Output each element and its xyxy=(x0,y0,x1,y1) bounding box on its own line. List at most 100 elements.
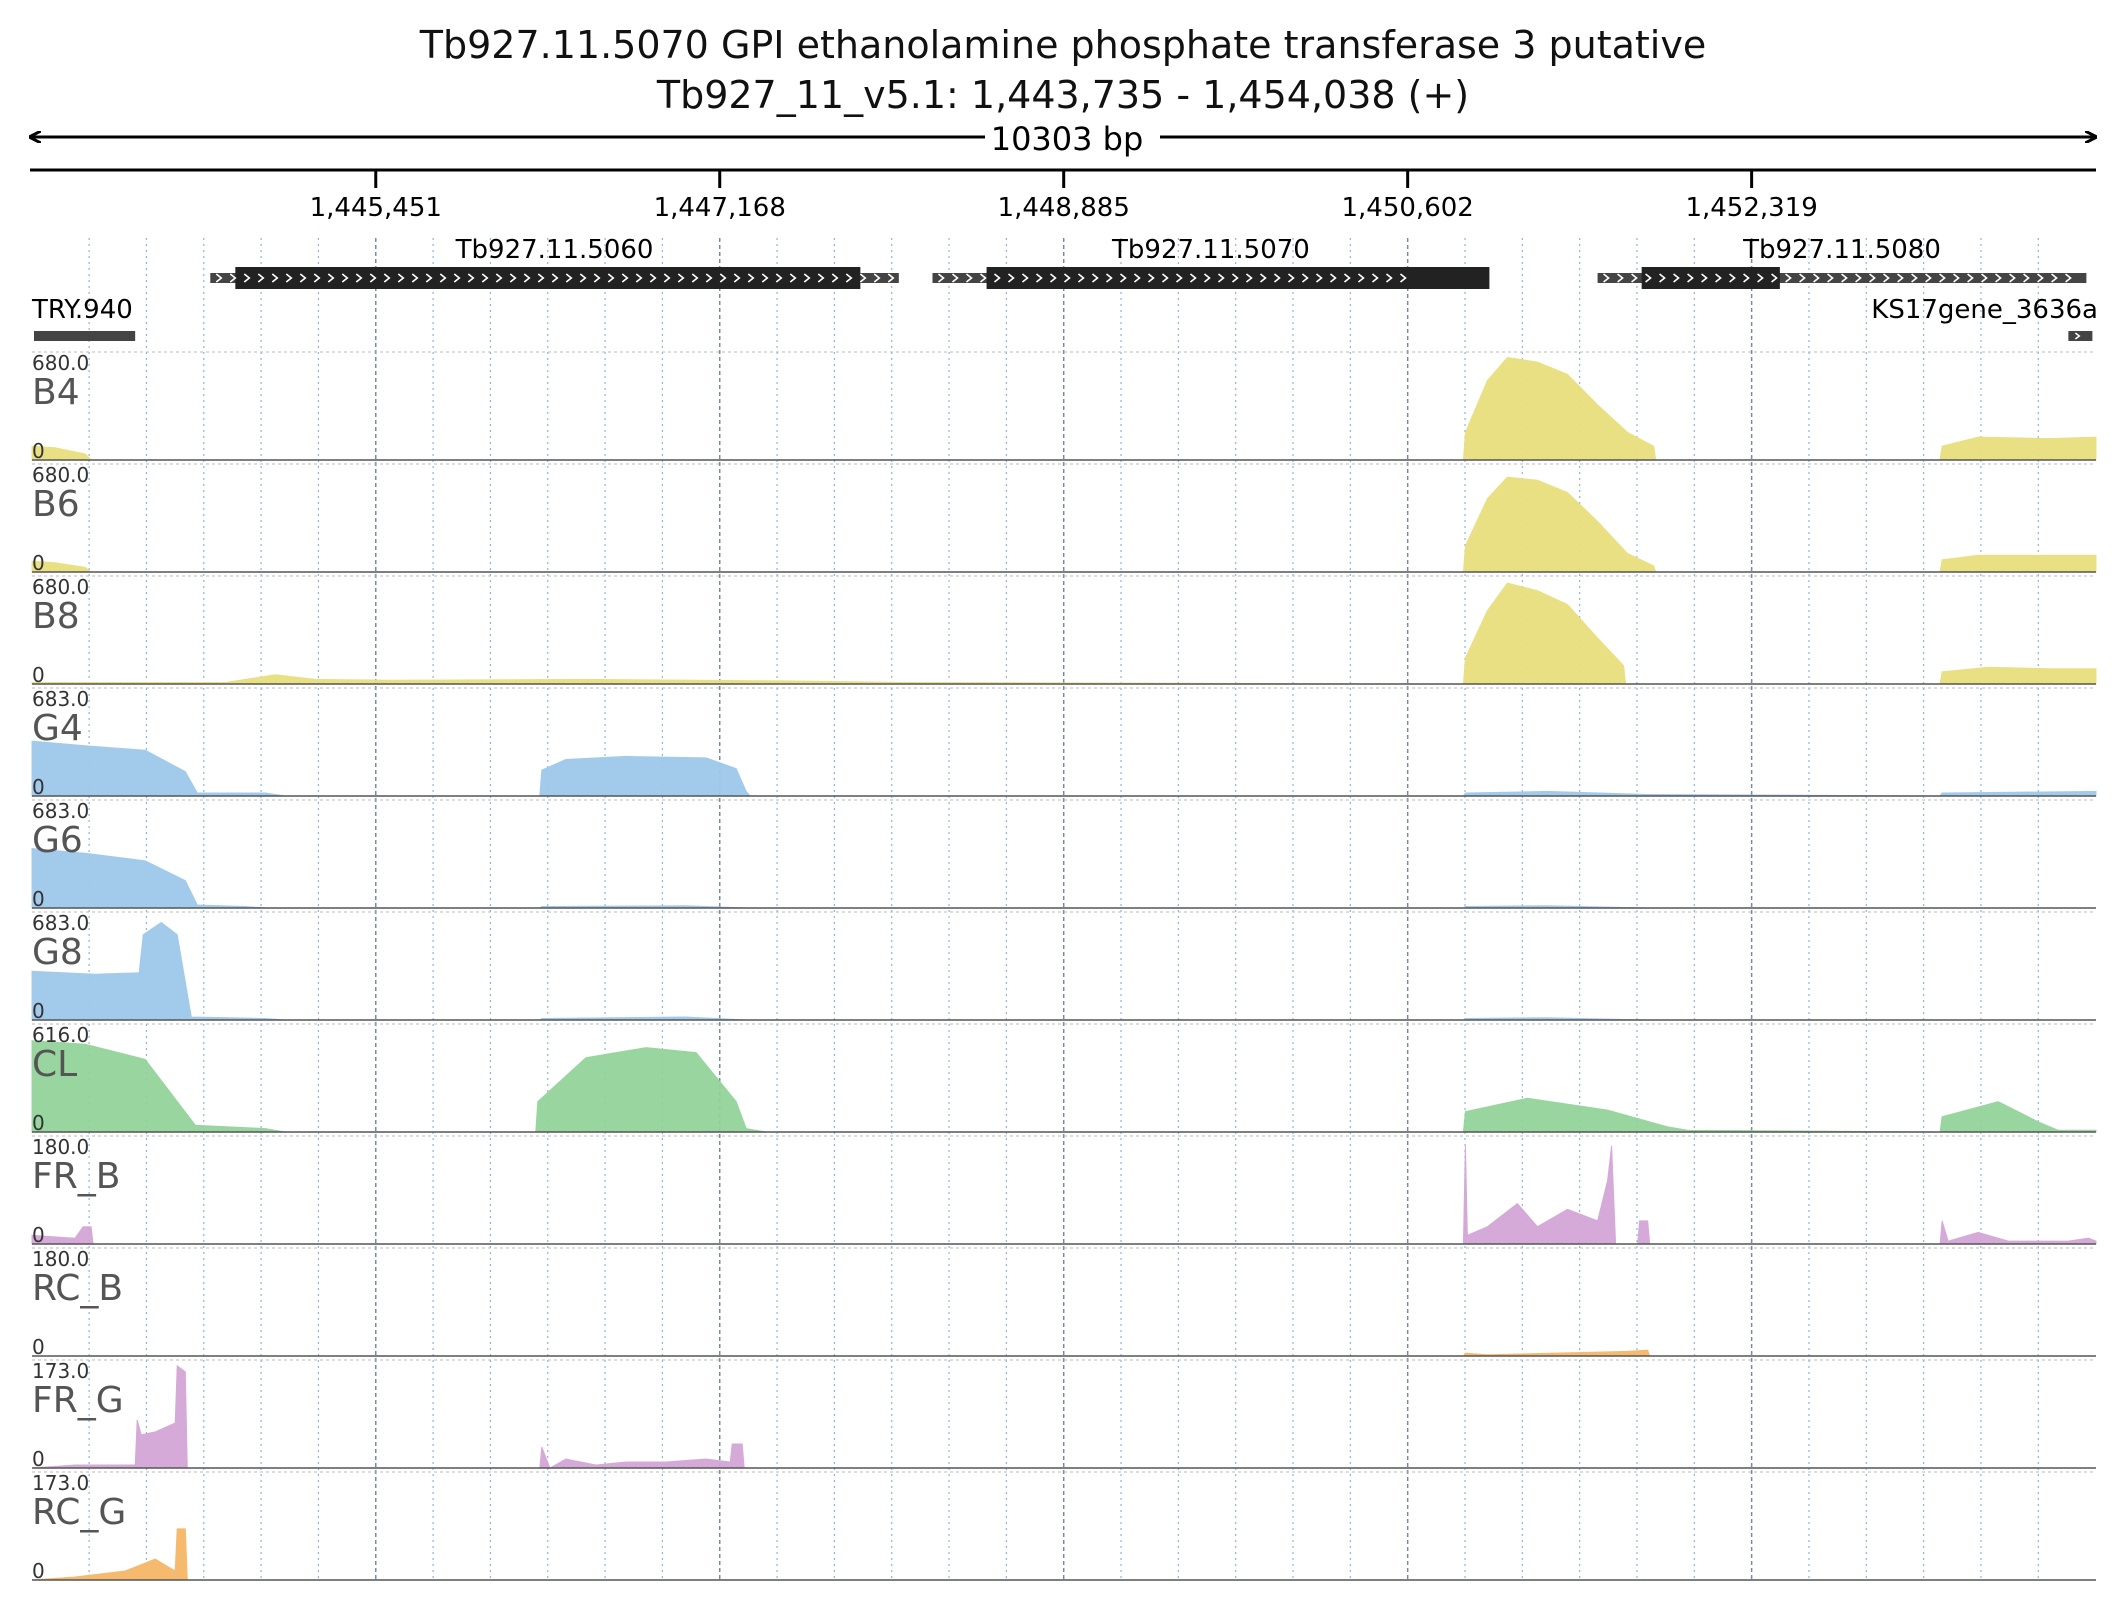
coverage-track[interactable]: 173.0RC_G 0 xyxy=(31,1471,2096,1583)
strand-chevron xyxy=(1771,273,1778,283)
strand-chevron xyxy=(299,273,307,283)
track-max-label: 173.0 xyxy=(32,1359,89,1383)
strand-chevron xyxy=(243,273,251,283)
strand-chevron xyxy=(1645,273,1652,283)
coverage-area xyxy=(31,921,1648,1021)
strand-chevron xyxy=(761,273,769,283)
gene-label: KS17gene_3636a xyxy=(1871,295,2098,325)
grid-lines xyxy=(88,238,2039,1582)
strand-chevron xyxy=(355,273,363,283)
strand-chevron xyxy=(1785,273,1792,283)
strand-chevron xyxy=(775,273,783,283)
coverage-track[interactable]: 680.0B8 0 xyxy=(31,575,2097,687)
strand-chevron xyxy=(663,273,671,283)
track-max-label: 173.0 xyxy=(32,1471,89,1495)
strand-chevron xyxy=(327,273,335,283)
strand-chevron xyxy=(691,273,699,283)
strand-chevron xyxy=(817,273,825,283)
coverage-track[interactable]: 680.0B4 0 xyxy=(31,351,2097,463)
gene-feature[interactable]: TRY.940 xyxy=(31,295,136,341)
coverage-track[interactable]: 173.0FR_G 0 xyxy=(31,1359,2096,1471)
strand-chevron xyxy=(1343,273,1351,283)
strand-chevron xyxy=(951,273,959,283)
strand-chevron xyxy=(411,273,419,283)
strand-chevron xyxy=(2037,273,2044,283)
coverage-track[interactable]: 180.0FR_B 0 xyxy=(31,1135,2097,1247)
strand-chevron xyxy=(1743,273,1750,283)
strand-chevron xyxy=(551,273,559,283)
track-name: B4 xyxy=(32,372,80,413)
strand-chevron xyxy=(705,273,713,283)
track-min-label: 0 xyxy=(32,999,45,1023)
strand-chevron xyxy=(1007,273,1015,283)
coverage-area xyxy=(31,1528,188,1581)
track-max-label: 180.0 xyxy=(32,1247,89,1271)
gene-title: Tb927.11.5070 GPI ethanolamine phosphate… xyxy=(419,23,1707,67)
coverage-track[interactable]: 180.0RC_B 0 xyxy=(32,1247,2096,1359)
strand-chevron xyxy=(509,273,517,283)
strand-chevron xyxy=(1175,273,1183,283)
track-name: G8 xyxy=(32,932,83,973)
track-min-label: 0 xyxy=(32,439,45,463)
ruler-tick-label: 1,450,602 xyxy=(1342,193,1474,223)
track-min-label: 0 xyxy=(32,1559,45,1583)
coverage-area xyxy=(31,476,2097,573)
strand-chevron xyxy=(1813,273,1820,283)
strand-chevron xyxy=(1077,273,1085,283)
strand-chevron xyxy=(1063,273,1071,283)
ruler-tick-label: 1,448,885 xyxy=(998,193,1130,223)
strand-chevron xyxy=(845,273,853,283)
track-min-label: 0 xyxy=(32,1111,45,1135)
strand-chevron xyxy=(1715,273,1722,283)
strand-chevron xyxy=(523,273,531,283)
gene-label: Tb927.11.5060 xyxy=(455,235,654,265)
strand-chevron xyxy=(1035,273,1043,283)
coverage-track[interactable]: 683.0G8 0 xyxy=(31,911,2096,1023)
span-indicator: 10303 bp xyxy=(30,120,2096,158)
strand-chevron xyxy=(215,273,223,283)
strand-chevron xyxy=(993,273,1001,283)
coverage-track[interactable]: 680.0B6 0 xyxy=(31,463,2097,575)
strand-chevron xyxy=(271,273,279,283)
track-name: FR_B xyxy=(32,1156,120,1197)
strand-chevron xyxy=(873,273,881,283)
strand-chevron xyxy=(747,273,755,283)
strand-chevron xyxy=(1911,273,1918,283)
gene-feature[interactable]: Tb927.11.5080 xyxy=(1597,235,2087,289)
strand-chevron xyxy=(481,273,489,283)
coverage-track[interactable]: 683.0G6 0 xyxy=(31,799,2096,911)
track-name: RC_G xyxy=(32,1492,126,1533)
strand-chevron xyxy=(1105,273,1113,283)
strand-chevron xyxy=(1329,273,1337,283)
gene-feature[interactable]: Tb927.11.5070 xyxy=(932,235,1490,289)
track-max-label: 680.0 xyxy=(32,351,89,375)
strand-chevron xyxy=(1729,273,1736,283)
strand-chevron xyxy=(1133,273,1141,283)
strand-chevron xyxy=(1189,273,1197,283)
track-min-label: 0 xyxy=(32,1223,45,1247)
strand-chevron xyxy=(1147,273,1155,283)
strand-chevron xyxy=(425,273,433,283)
gene-feature[interactable]: Tb927.11.5060 xyxy=(210,235,899,289)
locus-title: Tb927_11_v5.1: 1,443,735 - 1,454,038 (+) xyxy=(656,73,1470,117)
coverage-track[interactable]: 616.0CL 0 xyxy=(31,1023,2097,1135)
coverage-tracks: 680.0B40680.0B60680.0B80683.0G40683.0G60… xyxy=(31,351,2097,1583)
strand-chevron xyxy=(285,273,293,283)
track-min-label: 0 xyxy=(32,663,45,687)
gene-feature[interactable]: KS17gene_3636a xyxy=(1871,295,2098,341)
track-max-label: 683.0 xyxy=(32,799,89,823)
strand-chevron xyxy=(1049,273,1057,283)
ruler-tick-label: 1,445,451 xyxy=(310,193,442,223)
strand-chevron xyxy=(1203,273,1211,283)
track-max-label: 616.0 xyxy=(32,1023,89,1047)
strand-chevron xyxy=(439,273,447,283)
strand-chevron xyxy=(1161,273,1169,283)
strand-chevron xyxy=(1357,273,1365,283)
strand-chevron xyxy=(607,273,615,283)
strand-chevron xyxy=(1953,273,1960,283)
strand-chevron xyxy=(1631,273,1638,283)
strand-chevron xyxy=(1399,273,1407,283)
ruler: 1,445,451 1,447,168 1,448,885 1,450,602 1,45… xyxy=(30,168,2096,223)
coverage-track[interactable]: 683.0G4 0 xyxy=(31,687,2097,799)
